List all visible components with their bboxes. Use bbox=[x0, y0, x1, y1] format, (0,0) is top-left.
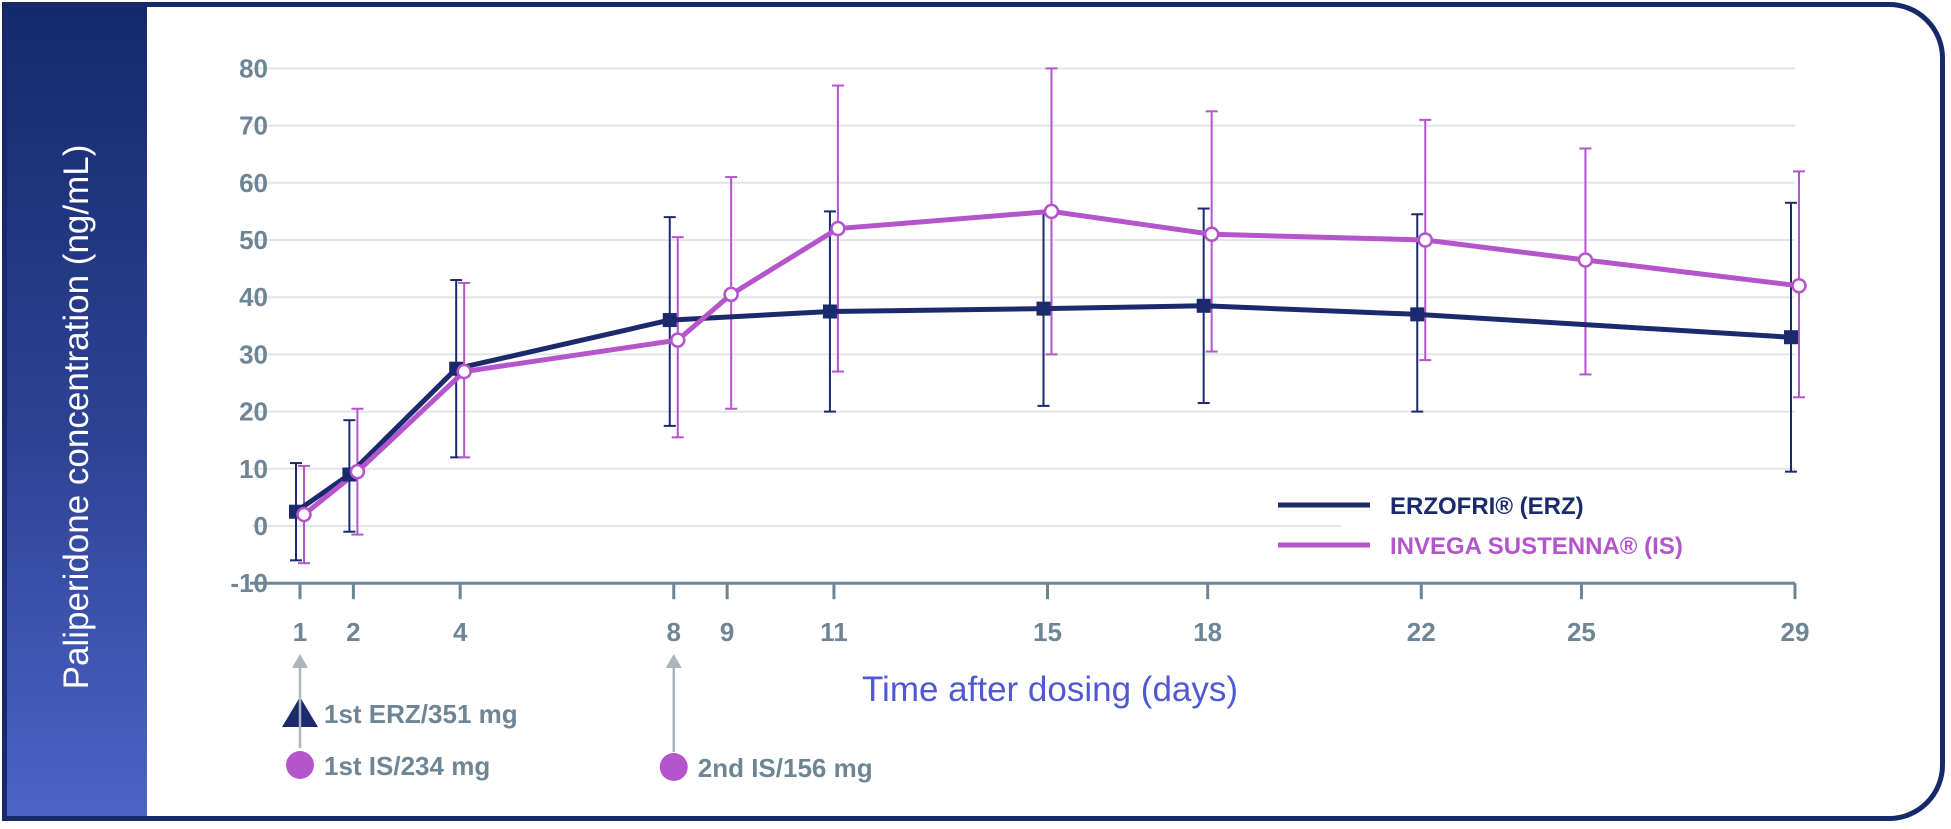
x-tick-label-9: 25 bbox=[1567, 617, 1596, 647]
data-point-s1-3 bbox=[670, 332, 686, 348]
y-tick-label-1: 0 bbox=[254, 511, 268, 541]
dose-arrow-head-1 bbox=[665, 654, 682, 668]
dose-marker-circle-1 bbox=[286, 751, 314, 779]
x-tick-label-7: 18 bbox=[1193, 617, 1222, 647]
y-tick-label-6: 50 bbox=[239, 225, 268, 255]
series-markers bbox=[289, 203, 1807, 523]
dose-arrow-head-0 bbox=[292, 654, 308, 668]
data-point-s1-4 bbox=[723, 286, 739, 303]
x-axis-title: Time after dosing (days) bbox=[862, 670, 1238, 709]
data-point-s1-10 bbox=[1791, 278, 1807, 294]
y-axis-sidebar bbox=[7, 7, 147, 816]
x-tick-label-3: 8 bbox=[667, 617, 681, 647]
data-point-s1-6 bbox=[1043, 203, 1060, 220]
x-tick-label-4: 9 bbox=[720, 617, 734, 647]
x-tick-label-1: 2 bbox=[346, 617, 360, 647]
y-tick-label-5: 40 bbox=[239, 282, 268, 312]
y-tick-label-9: 80 bbox=[239, 53, 268, 83]
y-tick-label-8: 70 bbox=[239, 111, 268, 141]
dose-label-2: 2nd IS/156 mg bbox=[698, 753, 873, 783]
gridlines bbox=[252, 67, 1795, 527]
legend-label-0: ERZOFRI® (ERZ) bbox=[1390, 493, 1584, 520]
data-point-s0-7 bbox=[1410, 307, 1425, 322]
data-point-s0-3 bbox=[662, 313, 677, 328]
data-point-s0-8 bbox=[1784, 330, 1798, 345]
data-point-s1-5 bbox=[830, 220, 846, 237]
data-point-s0-5 bbox=[1036, 301, 1051, 316]
legend: ERZOFRI® (ERZ) INVEGA SUSTENNA® (IS) bbox=[1278, 493, 1683, 560]
y-tick-label-2: 10 bbox=[239, 454, 268, 484]
dose-label-1: 1st IS/234 mg bbox=[324, 751, 490, 781]
data-point-s1-2 bbox=[456, 363, 472, 380]
data-point-s1-9 bbox=[1577, 252, 1594, 268]
x-tick-label-10: 29 bbox=[1781, 617, 1810, 647]
x-tick-label-5: 11 bbox=[820, 617, 848, 647]
data-point-s0-4 bbox=[822, 304, 837, 319]
dose-annotations: 1st ERZ/351 mg 1st IS/234 mg 2nd IS/156 mg bbox=[282, 654, 873, 783]
y-tick-label-4: 30 bbox=[239, 339, 268, 369]
data-point-s1-7 bbox=[1203, 226, 1220, 243]
x-tick-label-8: 22 bbox=[1407, 617, 1436, 647]
data-point-s1-1 bbox=[349, 463, 366, 480]
data-point-s1-0 bbox=[296, 506, 312, 523]
y-tick-label-3: 20 bbox=[239, 397, 268, 427]
y-tick-label-7: 60 bbox=[239, 168, 268, 198]
x-tick-label-0: 1 bbox=[293, 617, 307, 647]
dose-label-0: 1st ERZ/351 mg bbox=[324, 699, 518, 729]
data-point-s0-6 bbox=[1196, 298, 1211, 313]
legend-label-1: INVEGA SUSTENNA® (IS) bbox=[1390, 533, 1683, 560]
dose-marker-circle-2 bbox=[659, 753, 688, 781]
error-bars bbox=[290, 67, 1805, 565]
x-tick-label-6: 15 bbox=[1033, 617, 1062, 647]
data-point-s1-8 bbox=[1417, 232, 1433, 248]
x-tick-label-2: 4 bbox=[453, 617, 468, 647]
